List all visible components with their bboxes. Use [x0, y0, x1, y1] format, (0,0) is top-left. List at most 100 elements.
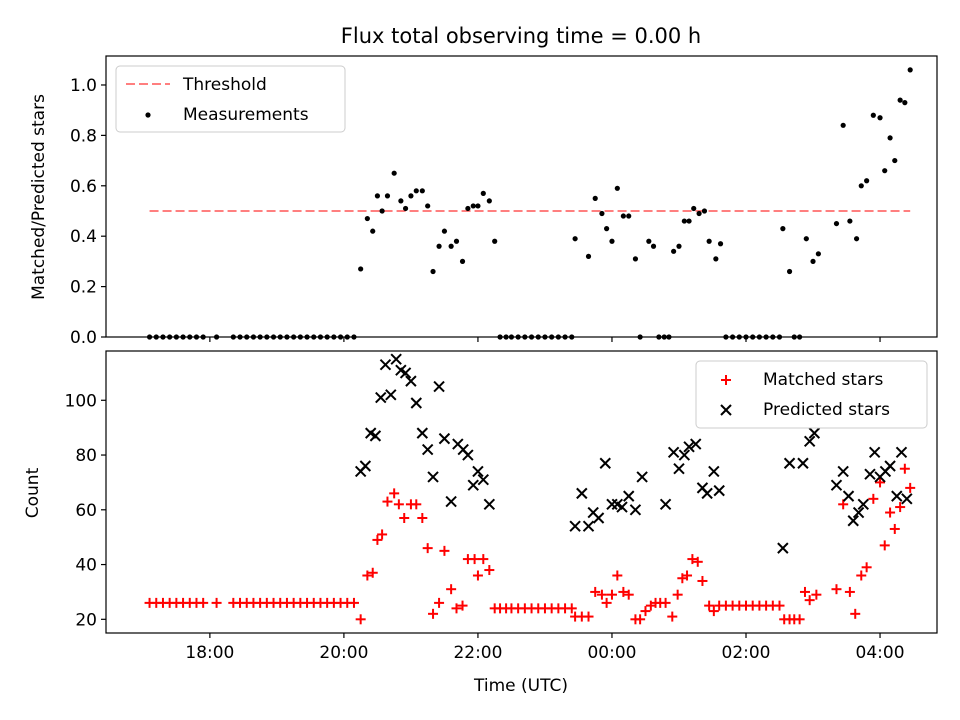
predicted-stars-point	[359, 460, 372, 472]
measurements-point	[413, 188, 419, 194]
bottom-y-tick-label: 40	[75, 556, 97, 576]
top-y-tick-label: 0.0	[70, 328, 97, 348]
matched-stars-point	[211, 597, 222, 608]
matched-stars-legend-marker	[721, 375, 731, 385]
predicted-stars-point	[864, 468, 876, 480]
measurements-point	[614, 185, 620, 191]
measurements-point	[864, 178, 870, 184]
top-plot-data-layer	[146, 67, 913, 340]
bottom-y-tick-label: 60	[75, 501, 97, 521]
matched-stars-point	[566, 603, 577, 614]
bottom-legend: Matched stars Predicted stars	[695, 360, 928, 429]
matched-stars-point	[618, 586, 629, 597]
measurements-point	[599, 210, 605, 217]
predicted-stars-point	[421, 443, 434, 456]
measurements-point	[840, 122, 846, 128]
matched-stars-point	[831, 584, 842, 595]
predicted-stars-point	[891, 490, 903, 502]
matched-stars-point	[484, 565, 495, 576]
predicted-stars-point	[659, 498, 672, 511]
matched-stars-point	[682, 570, 693, 581]
matched-stars-point	[640, 606, 651, 617]
matched-stars-point	[422, 543, 433, 554]
matched-stars-point	[623, 589, 634, 600]
matched-stars-point	[348, 597, 359, 608]
bottom-y-tick-label: 100	[65, 391, 97, 411]
measurements-point	[887, 135, 893, 141]
predicted-stars-legend-marker	[720, 404, 732, 416]
measurements-point	[425, 203, 431, 209]
predicted-stars-point	[405, 375, 417, 387]
measurements-point	[370, 228, 376, 234]
measurements-point	[441, 228, 448, 234]
measurements-point	[430, 268, 436, 275]
matched-stars-point	[811, 589, 822, 600]
matched-stars-point	[850, 608, 861, 619]
predicted-stars-point	[616, 501, 628, 513]
predicted-stars-point	[623, 490, 635, 502]
measurements-point	[585, 253, 592, 259]
predicted-stars-point	[369, 430, 382, 442]
measurements-point	[492, 238, 498, 244]
predicted-stars-point	[636, 471, 648, 483]
predicted-stars-point	[797, 457, 809, 469]
predicted-stars-point	[783, 457, 796, 469]
predicted-stars-point	[582, 520, 595, 532]
measurements-point	[902, 100, 908, 106]
predicted-stars-point	[857, 498, 869, 511]
matched-stars-point	[451, 603, 462, 614]
predicted-stars-point	[410, 397, 422, 409]
top-y-tick-label: 0.2	[70, 278, 97, 298]
predicted-stars-point	[701, 487, 713, 500]
bottom-plot-frame	[105, 350, 938, 634]
measurements-point	[646, 238, 652, 244]
predicted-stars-point	[629, 504, 642, 516]
matched-stars-point	[856, 570, 867, 581]
measurements-point	[398, 198, 404, 204]
predicted-stars-point	[462, 449, 474, 461]
predicted-stars-point	[667, 446, 680, 459]
matched-stars-point	[377, 529, 388, 540]
figure-title: Flux total observing time = 0.00 h	[341, 24, 701, 48]
measurements-point	[379, 208, 385, 214]
matched-stars-point	[692, 556, 703, 567]
predicted-stars-point	[438, 432, 451, 445]
predicted-stars-point	[868, 446, 881, 459]
predicted-stars-point	[472, 465, 484, 478]
measurements-point	[480, 190, 486, 196]
top-plot-axes: 0.0 0.2 0.4 0.6 0.8 1.0	[70, 76, 881, 348]
measurements-point	[620, 213, 626, 219]
predicted-stars-point	[467, 479, 479, 491]
predicted-stars-point	[427, 471, 439, 483]
measurements-point	[486, 198, 492, 204]
predicted-stars-point	[390, 353, 402, 365]
predicted-stars-point	[708, 465, 720, 478]
bottom-plot-panel: 20 40 60 80 100 18:00 20:00 22:00 00:00 02:00 04:0…	[23, 350, 938, 696]
measurements-point	[650, 243, 657, 249]
predicted-stars-point	[569, 520, 581, 532]
matched-stars-point	[367, 567, 378, 578]
predicted-stars-point	[678, 449, 691, 461]
predicted-stars-point	[777, 542, 789, 554]
matched-stars-point	[838, 499, 849, 510]
predicted-stars-point	[445, 495, 457, 508]
predicted-stars-point	[433, 380, 445, 393]
matched-stars-point	[905, 482, 916, 493]
measurements-point	[391, 170, 397, 176]
matched-stars-point	[804, 595, 815, 606]
x-axis-label: Time (UTC)	[473, 676, 568, 696]
predicted-stars-point	[803, 435, 816, 448]
matched-stars-point	[472, 570, 483, 581]
measurements-point	[717, 241, 724, 247]
measurements-point	[870, 112, 876, 118]
bottom-x-tick-label: 18:00	[185, 643, 234, 663]
matched-stars-point	[198, 597, 209, 608]
predicted-stars-point	[837, 465, 849, 478]
matched-stars-point	[794, 614, 805, 625]
measurements-point	[626, 213, 632, 219]
matched-stars-point	[708, 606, 719, 617]
bottom-plot-data-layer	[144, 353, 916, 625]
predicted-stars-point	[399, 367, 412, 379]
matched-stars-point	[697, 575, 708, 586]
measurements-point	[374, 193, 381, 199]
